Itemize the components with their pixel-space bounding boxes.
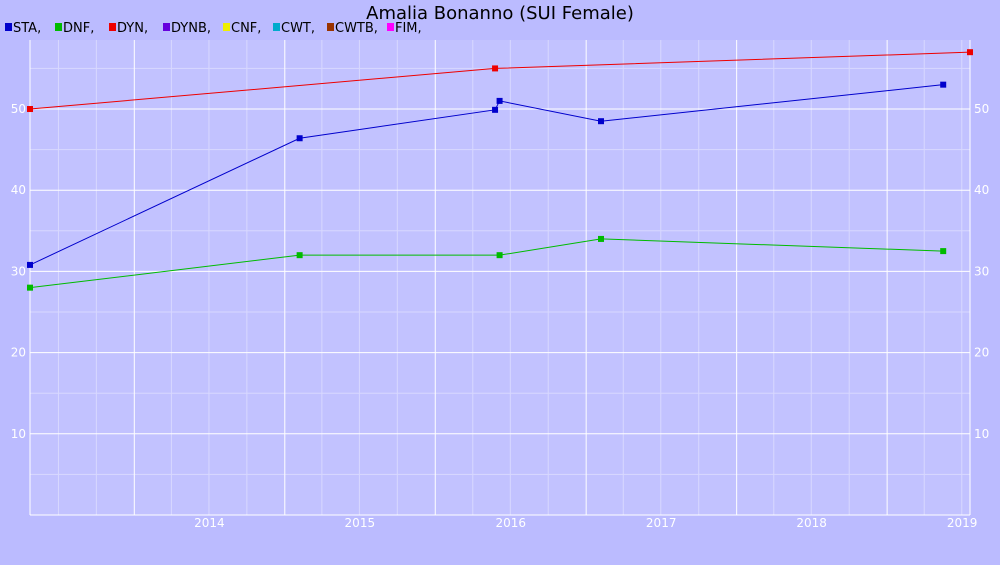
data-point [496,252,503,259]
x-tick-label: 2016 [495,516,526,530]
y-tick-label-left: 50 [11,102,26,116]
legend-swatch [163,23,170,31]
legend-entry: CNF, [231,21,261,36]
data-point [940,81,947,88]
data-point [27,106,33,113]
y-tick-label-left: 40 [11,183,26,197]
y-tick-label-right: 30 [974,264,989,278]
data-point [496,97,503,104]
x-tick-label: 2019 [947,516,978,530]
data-point [27,261,33,268]
legend-entry: STA, [13,21,41,36]
legend-entry: CWTB, [335,21,378,36]
data-point [598,235,605,242]
legend-entry: DNF, [63,21,94,36]
legend-swatch [109,23,116,31]
data-point [598,118,605,125]
data-point [27,284,33,291]
series-dnf [27,235,947,291]
data-point [296,252,303,259]
plot-area [30,40,970,515]
y-tick-label-left: 30 [11,264,26,278]
legend-entry: DYN, [117,21,148,36]
data-point [967,49,973,56]
series-dyn [27,49,973,113]
legend-entry: FIM, [395,21,422,36]
y-tick-label-right: 50 [974,102,989,116]
data-point [492,65,499,72]
legend-swatch [55,23,62,31]
grid [30,40,970,515]
y-tick-label-left: 20 [11,346,26,360]
y-tick-label-right: 20 [974,346,989,360]
x-tick-label: 2017 [646,516,677,530]
data-point [296,135,303,142]
legend-swatch [327,23,334,31]
data-point [492,106,499,113]
x-tick-label: 2015 [345,516,376,530]
data-point [940,248,947,255]
legend: STA, DNF, DYN, DYNB, CNF, CWT, CWTB, FIM, [5,21,422,36]
legend-swatch [273,23,280,31]
series-sta [27,81,947,268]
y-tick-label-right: 40 [974,183,989,197]
legend-swatch [387,23,394,31]
series-line [29,84,944,266]
legend-swatch [5,23,12,31]
legend-swatch [223,23,230,31]
x-tick-label: 2014 [194,516,225,530]
x-tick-label: 2018 [796,516,827,530]
chart-title: Amalia Bonanno (SUI Female) [366,3,634,24]
y-tick-label-left: 10 [11,427,26,441]
legend-entry: CWT, [281,21,315,36]
legend-entry: DYNB, [171,21,211,36]
y-tick-label-right: 10 [974,427,989,441]
